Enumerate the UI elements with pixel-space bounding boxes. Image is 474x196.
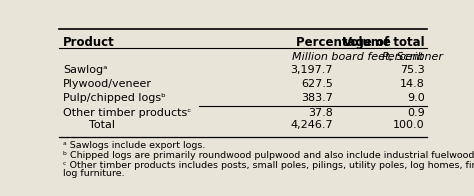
Text: Volume: Volume — [343, 36, 392, 49]
Text: 75.3: 75.3 — [400, 64, 425, 74]
Text: Product: Product — [63, 36, 115, 49]
Text: Percent: Percent — [382, 53, 425, 63]
Text: Total: Total — [89, 120, 115, 130]
Text: 100.0: 100.0 — [393, 120, 425, 130]
Text: 9.0: 9.0 — [407, 93, 425, 103]
Text: 383.7: 383.7 — [301, 93, 333, 103]
Text: ᶜ Other timber products includes posts, small poles, pilings, utility poles, log: ᶜ Other timber products includes posts, … — [63, 161, 474, 170]
Text: 4,246.7: 4,246.7 — [290, 120, 333, 130]
Text: Other timber productsᶜ: Other timber productsᶜ — [63, 108, 191, 118]
Text: Sawlogᵃ: Sawlogᵃ — [63, 64, 108, 74]
Text: 627.5: 627.5 — [301, 79, 333, 89]
Text: Percentage of total: Percentage of total — [296, 36, 425, 49]
Text: 37.8: 37.8 — [308, 108, 333, 118]
Text: 3,197.7: 3,197.7 — [291, 64, 333, 74]
Text: ᵃ Sawlogs include export logs.: ᵃ Sawlogs include export logs. — [63, 141, 205, 150]
Text: Pulp/chipped logsᵇ: Pulp/chipped logsᵇ — [63, 93, 166, 103]
Text: Plywood/veneer: Plywood/veneer — [63, 79, 152, 89]
Text: Million board feet, Scribner: Million board feet, Scribner — [292, 53, 443, 63]
Text: 14.8: 14.8 — [400, 79, 425, 89]
Text: log furniture.: log furniture. — [63, 169, 125, 178]
Text: 0.9: 0.9 — [407, 108, 425, 118]
Text: ᵇ Chipped logs are primarily roundwood pulpwood and also include industrial fuel: ᵇ Chipped logs are primarily roundwood p… — [63, 151, 474, 160]
